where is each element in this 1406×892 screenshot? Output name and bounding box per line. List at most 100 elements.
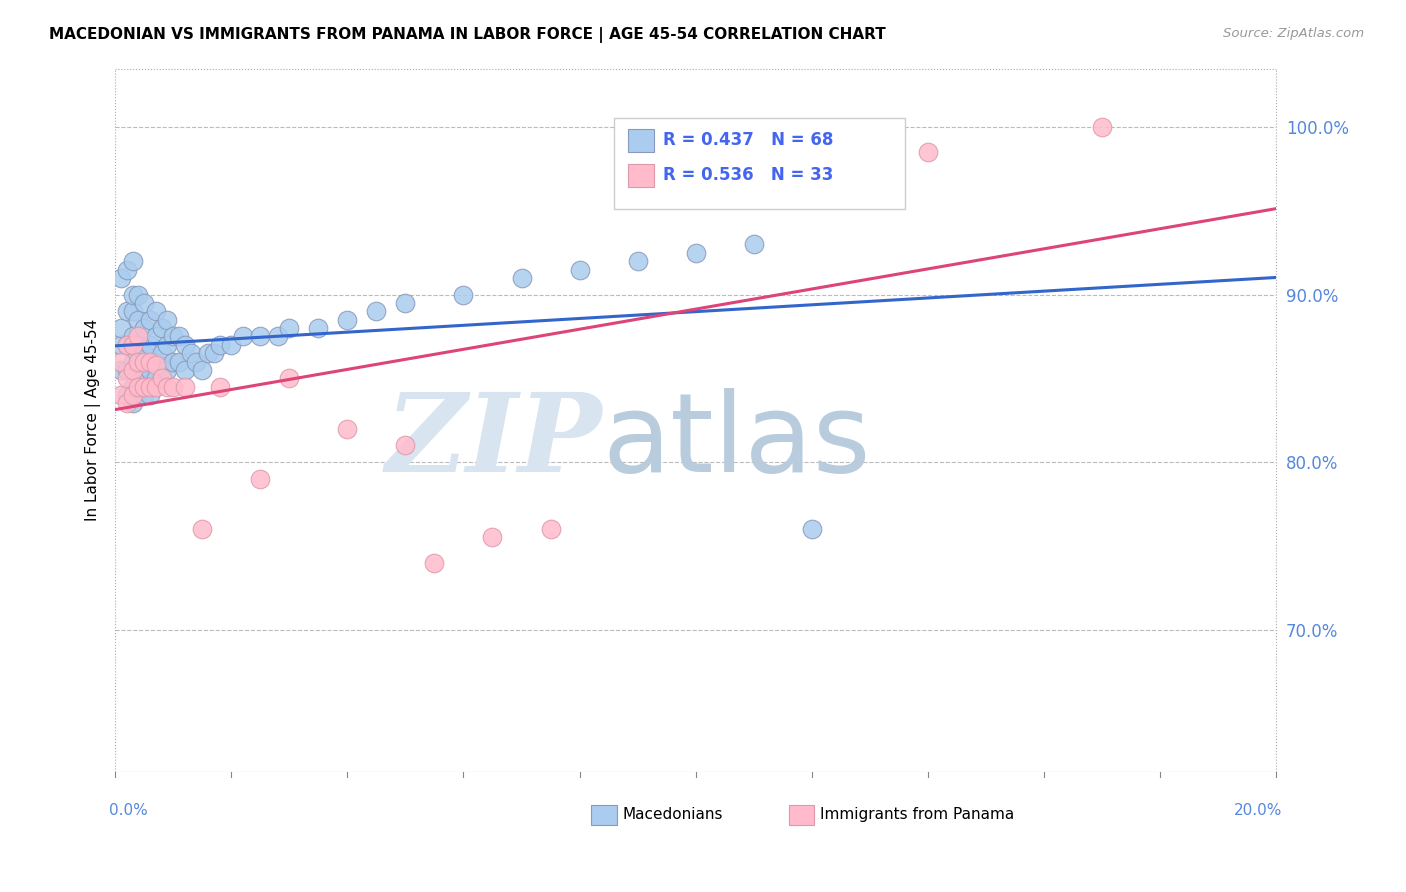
Text: 20.0%: 20.0% xyxy=(1233,803,1282,818)
Point xyxy=(167,329,190,343)
Text: MACEDONIAN VS IMMIGRANTS FROM PANAMA IN LABOR FORCE | AGE 45-54 CORRELATION CHAR: MACEDONIAN VS IMMIGRANTS FROM PANAMA IN … xyxy=(49,27,886,43)
Point xyxy=(197,346,219,360)
Point xyxy=(232,329,254,343)
Point xyxy=(115,371,138,385)
Point xyxy=(145,329,167,343)
Text: Macedonians: Macedonians xyxy=(623,807,723,822)
Point xyxy=(167,354,190,368)
Point xyxy=(139,312,162,326)
Point xyxy=(1091,120,1114,135)
Text: Source: ZipAtlas.com: Source: ZipAtlas.com xyxy=(1223,27,1364,40)
Point xyxy=(453,287,475,301)
Point xyxy=(208,380,231,394)
Text: Immigrants from Panama: Immigrants from Panama xyxy=(820,807,1014,822)
Point xyxy=(110,388,132,402)
FancyBboxPatch shape xyxy=(628,164,654,186)
Point xyxy=(121,380,143,394)
Point xyxy=(626,254,648,268)
Point xyxy=(121,396,143,410)
Point xyxy=(162,380,184,394)
Point xyxy=(121,329,143,343)
Point xyxy=(278,371,301,385)
Point xyxy=(115,338,138,352)
Point xyxy=(145,380,167,394)
Point xyxy=(115,396,138,410)
Point xyxy=(173,338,195,352)
Point xyxy=(110,338,132,352)
Point xyxy=(278,321,301,335)
Text: R = 0.536   N = 33: R = 0.536 N = 33 xyxy=(664,167,834,185)
Point xyxy=(267,329,290,343)
Point xyxy=(139,388,162,402)
Point xyxy=(139,363,162,377)
Point xyxy=(394,296,416,310)
Point xyxy=(127,354,149,368)
Point xyxy=(800,522,823,536)
Point xyxy=(191,363,214,377)
Point xyxy=(127,287,149,301)
Point xyxy=(121,254,143,268)
Point xyxy=(127,388,149,402)
Point xyxy=(121,338,143,352)
Point xyxy=(150,321,173,335)
Point xyxy=(134,321,156,335)
FancyBboxPatch shape xyxy=(628,129,654,152)
Point xyxy=(423,556,446,570)
Point xyxy=(208,338,231,352)
Point xyxy=(162,329,184,343)
Y-axis label: In Labor Force | Age 45-54: In Labor Force | Age 45-54 xyxy=(86,319,101,521)
Point xyxy=(145,358,167,372)
Point xyxy=(121,304,143,318)
Point xyxy=(121,363,143,377)
Point xyxy=(134,346,156,360)
Point xyxy=(110,363,132,377)
Point xyxy=(540,522,562,536)
Point xyxy=(127,329,149,343)
Point xyxy=(115,262,138,277)
Point xyxy=(150,371,173,385)
Point xyxy=(134,388,156,402)
Point xyxy=(336,422,359,436)
Point xyxy=(307,321,329,335)
Point xyxy=(180,346,202,360)
Point xyxy=(191,522,214,536)
Point xyxy=(115,338,138,352)
Point xyxy=(139,338,162,352)
Point xyxy=(139,380,162,394)
FancyBboxPatch shape xyxy=(614,118,904,210)
Point xyxy=(121,388,143,402)
Point xyxy=(394,438,416,452)
Point xyxy=(115,363,138,377)
Point xyxy=(134,371,156,385)
Point xyxy=(173,380,195,394)
Point xyxy=(336,312,359,326)
Point xyxy=(110,321,132,335)
Point xyxy=(685,245,707,260)
Point xyxy=(127,338,149,352)
Point xyxy=(156,338,179,352)
FancyBboxPatch shape xyxy=(789,805,814,825)
Point xyxy=(156,363,179,377)
Point xyxy=(742,187,765,202)
Point xyxy=(173,363,195,377)
Point xyxy=(249,472,271,486)
Point xyxy=(150,371,173,385)
Point xyxy=(249,329,271,343)
Point xyxy=(139,354,162,368)
Point xyxy=(127,312,149,326)
Point xyxy=(127,363,149,377)
Point xyxy=(145,304,167,318)
Text: atlas: atlas xyxy=(603,388,872,495)
Point xyxy=(134,296,156,310)
Point xyxy=(156,312,179,326)
Point xyxy=(134,380,156,394)
Point xyxy=(156,380,179,394)
Point xyxy=(110,354,132,368)
Point xyxy=(510,271,533,285)
Text: R = 0.437   N = 68: R = 0.437 N = 68 xyxy=(664,131,834,149)
Point xyxy=(150,346,173,360)
Point xyxy=(481,531,503,545)
Text: 0.0%: 0.0% xyxy=(110,803,148,818)
Point xyxy=(186,354,208,368)
Point xyxy=(742,237,765,252)
